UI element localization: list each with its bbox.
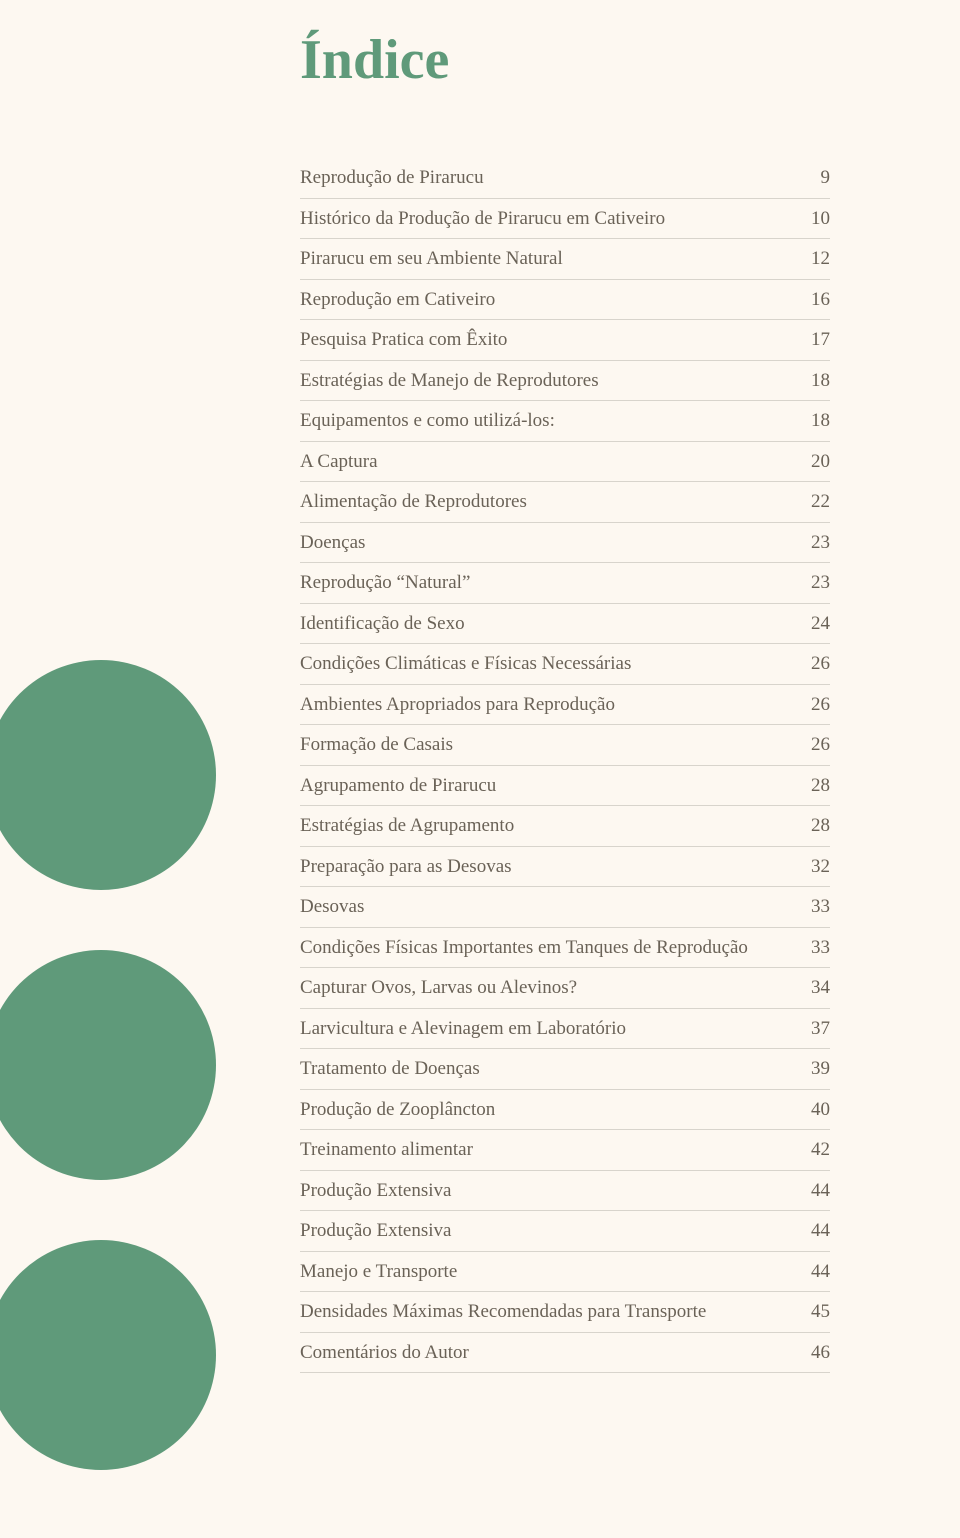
toc-entry-label: Doenças [300,529,800,558]
toc-entry-label: Equipamentos e como utilizá-los: [300,407,800,436]
toc-entry-page: 18 [800,407,830,436]
toc-entry-label: Reprodução de Pirarucu [300,164,800,193]
toc-entry-label: Formação de Casais [300,731,800,760]
toc-entry-label: Estratégias de Agrupamento [300,812,800,841]
toc-entry-label: Treinamento alimentar [300,1136,800,1165]
toc-entry-label: Produção Extensiva [300,1177,800,1206]
toc-entry-page: 9 [800,164,830,193]
toc-entry-label: Reprodução “Natural” [300,569,800,598]
toc-entry-page: 44 [800,1177,830,1206]
toc-entry-page: 40 [800,1096,830,1125]
toc-row: Larvicultura e Alevinagem em Laboratório… [300,1009,830,1050]
toc-entry-page: 20 [800,448,830,477]
toc-entry-label: Reprodução em Cativeiro [300,286,800,315]
toc-entry-page: 32 [800,853,830,882]
toc-row: Estratégias de Manejo de Reprodutores18 [300,361,830,402]
toc-entry-label: Agrupamento de Pirarucu [300,772,800,801]
toc-entry-page: 45 [800,1298,830,1327]
toc-row: Equipamentos e como utilizá-los:18 [300,401,830,442]
toc-entry-page: 33 [800,893,830,922]
toc-entry-label: Produção de Zooplâncton [300,1096,800,1125]
toc-row: Pirarucu em seu Ambiente Natural12 [300,239,830,280]
toc-row: Condições Climáticas e Físicas Necessári… [300,644,830,685]
toc-entry-page: 46 [800,1339,830,1368]
toc-entry-page: 39 [800,1055,830,1084]
toc-row: Reprodução “Natural”23 [300,563,830,604]
toc-row: Treinamento alimentar42 [300,1130,830,1171]
toc-row: Capturar Ovos, Larvas ou Alevinos?34 [300,968,830,1009]
toc-row: Densidades Máximas Recomendadas para Tra… [300,1292,830,1333]
toc-row: Agrupamento de Pirarucu28 [300,766,830,807]
toc-entry-page: 26 [800,650,830,679]
toc-entry-page: 23 [800,529,830,558]
toc-row: A Captura20 [300,442,830,483]
toc-entry-label: Densidades Máximas Recomendadas para Tra… [300,1298,800,1327]
toc-entry-label: Tratamento de Doenças [300,1055,800,1084]
toc-row: Produção de Zooplâncton40 [300,1090,830,1131]
toc-entry-label: Ambientes Apropriados para Reprodução [300,691,800,720]
toc-entry-label: Manejo e Transporte [300,1258,800,1287]
toc-entry-page: 42 [800,1136,830,1165]
toc-row: Desovas33 [300,887,830,928]
toc-entry-label: Condições Físicas Importantes em Tanques… [300,934,800,963]
toc-row: Produção Extensiva44 [300,1171,830,1212]
toc-entry-page: 24 [800,610,830,639]
toc-entry-label: Larvicultura e Alevinagem em Laboratório [300,1015,800,1044]
toc-entry-label: Desovas [300,893,800,922]
decorative-circle [0,660,216,890]
toc-entry-page: 44 [800,1258,830,1287]
toc-entry-page: 23 [800,569,830,598]
toc-entry-page: 28 [800,812,830,841]
toc-row: Formação de Casais26 [300,725,830,766]
toc-list: Reprodução de Pirarucu9Histórico da Prod… [300,158,830,1373]
toc-entry-label: Comentários do Autor [300,1339,800,1368]
toc-row: Pesquisa Pratica com Êxito17 [300,320,830,361]
toc-row: Ambientes Apropriados para Reprodução26 [300,685,830,726]
toc-entry-page: 37 [800,1015,830,1044]
toc-row: Condições Físicas Importantes em Tanques… [300,928,830,969]
toc-row: Preparação para as Desovas32 [300,847,830,888]
toc-row: Reprodução de Pirarucu9 [300,158,830,199]
toc-entry-label: Alimentação de Reprodutores [300,488,800,517]
toc-row: Manejo e Transporte44 [300,1252,830,1293]
toc-entry-page: 33 [800,934,830,963]
toc-row: Comentários do Autor46 [300,1333,830,1374]
toc-entry-page: 17 [800,326,830,355]
toc-row: Doenças23 [300,523,830,564]
toc-entry-label: Capturar Ovos, Larvas ou Alevinos? [300,974,800,1003]
toc-row: Reprodução em Cativeiro16 [300,280,830,321]
toc-entry-label: Pirarucu em seu Ambiente Natural [300,245,800,274]
toc-entry-label: Pesquisa Pratica com Êxito [300,326,800,355]
toc-row: Estratégias de Agrupamento28 [300,806,830,847]
toc-entry-label: Histórico da Produção de Pirarucu em Cat… [300,205,800,234]
toc-entry-page: 28 [800,772,830,801]
toc-entry-page: 18 [800,367,830,396]
toc-entry-page: 34 [800,974,830,1003]
toc-row: Alimentação de Reprodutores22 [300,482,830,523]
toc-entry-label: Produção Extensiva [300,1217,800,1246]
toc-entry-page: 22 [800,488,830,517]
toc-entry-page: 12 [800,245,830,274]
decorative-circle [0,950,216,1180]
toc-entry-label: Identificação de Sexo [300,610,800,639]
toc-entry-page: 16 [800,286,830,315]
decorative-circle [0,1240,216,1470]
toc-row: Histórico da Produção de Pirarucu em Cat… [300,199,830,240]
toc-row: Produção Extensiva44 [300,1211,830,1252]
toc-entry-page: 44 [800,1217,830,1246]
toc-row: Identificação de Sexo24 [300,604,830,645]
toc-row: Tratamento de Doenças39 [300,1049,830,1090]
toc-entry-page: 26 [800,731,830,760]
toc-entry-page: 26 [800,691,830,720]
toc-entry-page: 10 [800,205,830,234]
toc-entry-label: Preparação para as Desovas [300,853,800,882]
toc-entry-label: Estratégias de Manejo de Reprodutores [300,367,800,396]
toc-entry-label: Condições Climáticas e Físicas Necessári… [300,650,800,679]
page-title: Índice [300,28,449,92]
toc-entry-label: A Captura [300,448,800,477]
